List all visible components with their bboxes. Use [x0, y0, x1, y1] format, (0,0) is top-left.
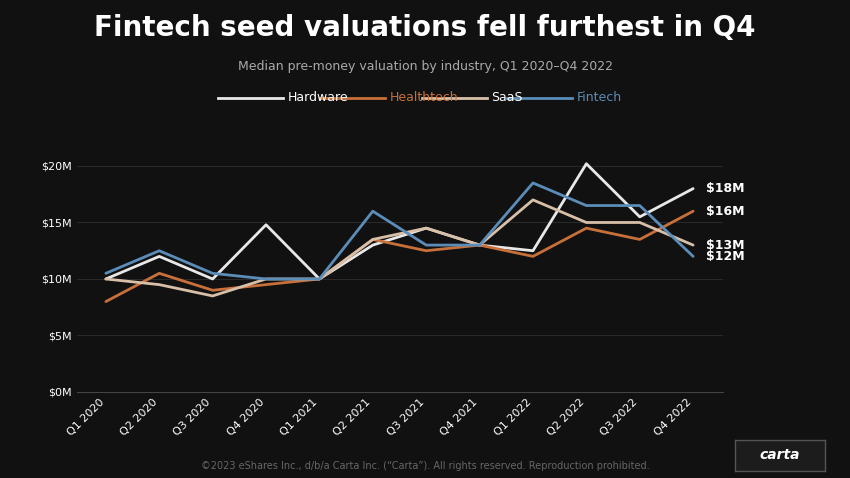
Text: $18M: $18M: [706, 182, 745, 195]
Text: Median pre-money valuation by industry, Q1 2020–Q4 2022: Median pre-money valuation by industry, …: [237, 60, 613, 73]
Text: SaaS: SaaS: [491, 91, 523, 105]
Text: carta: carta: [760, 448, 800, 462]
Text: Fintech seed valuations fell furthest in Q4: Fintech seed valuations fell furthest in…: [94, 14, 756, 43]
Text: Fintech: Fintech: [576, 91, 621, 105]
Text: $12M: $12M: [706, 250, 745, 263]
Text: Hardware: Hardware: [287, 91, 348, 105]
Text: $13M: $13M: [706, 239, 745, 251]
Text: $16M: $16M: [706, 205, 745, 217]
Text: Healthtech: Healthtech: [389, 91, 458, 105]
Text: ©2023 eShares Inc., d/b/a Carta Inc. (“Carta”). All rights reserved. Reproductio: ©2023 eShares Inc., d/b/a Carta Inc. (“C…: [201, 461, 649, 471]
